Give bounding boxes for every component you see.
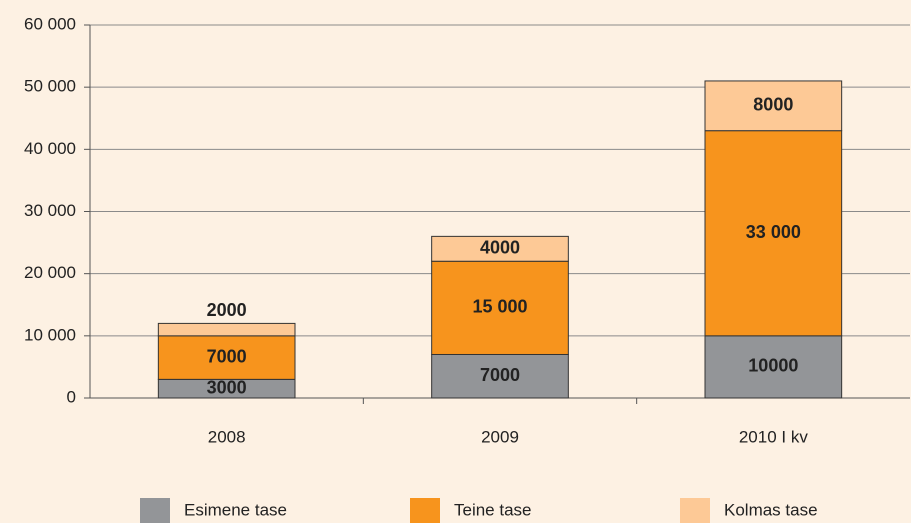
bar-segment	[431, 235, 569, 262]
bar-segment	[704, 335, 843, 399]
legend-swatch	[680, 498, 710, 523]
bar-segment	[431, 260, 569, 355]
bar-segment	[431, 353, 569, 399]
bar-segment	[157, 322, 296, 337]
y-tick-label: 20 000	[24, 263, 76, 282]
data-label: 15 000	[472, 297, 527, 317]
x-tick-label: 2008	[208, 427, 246, 446]
bar-segment	[704, 130, 843, 337]
data-label: 2000	[207, 300, 247, 320]
legend-label: Teine tase	[454, 500, 532, 519]
y-tick-label: 40 000	[24, 139, 76, 158]
data-label: 7000	[207, 346, 247, 366]
y-tick-label: 50 000	[24, 77, 76, 96]
legend-swatch	[410, 498, 440, 523]
legend-label: Esimene tase	[184, 500, 287, 519]
y-tick-label: 30 000	[24, 201, 76, 220]
legend-label: Kolmas tase	[724, 500, 818, 519]
legend-swatch	[140, 498, 170, 523]
data-label: 7000	[480, 365, 520, 385]
y-tick-label: 0	[67, 387, 76, 406]
y-tick-label: 60 000	[24, 14, 76, 33]
data-label: 10000	[748, 356, 798, 376]
data-label: 4000	[480, 238, 520, 258]
x-tick-label: 2010 I kv	[739, 427, 808, 446]
bar-segment	[157, 335, 296, 380]
data-label: 33 000	[746, 222, 801, 242]
data-label: 8000	[753, 95, 793, 115]
data-label: 3000	[207, 377, 247, 397]
y-tick-label: 10 000	[24, 325, 76, 344]
x-tick-label: 2009	[481, 427, 519, 446]
bar-segment	[704, 80, 843, 132]
